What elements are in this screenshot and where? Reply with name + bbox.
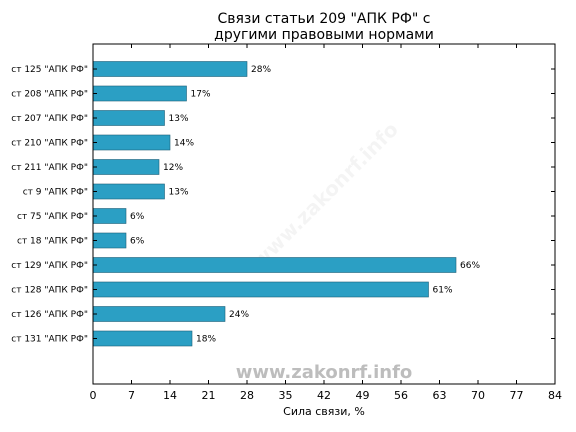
y-axis: ст 125 "АПК РФ" ст 208 "АПК РФ" ст 207 "АП… — [11, 65, 555, 345]
category-label: ст 211 "АПК РФ" — [11, 163, 88, 173]
bar-value-label: 6% — [130, 237, 145, 247]
bar — [92, 257, 457, 273]
faint-watermark-text: www.zakonrf.info — [247, 117, 403, 273]
watermark-text: www.zakonrf.info — [236, 362, 413, 383]
bar — [92, 330, 193, 347]
bar-value-label: 12% — [163, 163, 183, 173]
category-label: ст 207 "АПК РФ" — [11, 114, 88, 124]
bar-value-label: 66% — [460, 261, 480, 271]
category-label: ст 75 "АПК РФ" — [17, 212, 88, 222]
bar-value-label: 14% — [174, 139, 194, 149]
x-tick-label: 70 — [471, 389, 485, 402]
bar-value-label: 13% — [169, 188, 189, 198]
bar — [92, 159, 160, 175]
bar — [92, 134, 171, 151]
category-label: ст 128 "АПК РФ" — [11, 286, 88, 296]
bar — [92, 281, 429, 298]
bar-value-label: 61% — [433, 286, 453, 296]
bar — [92, 208, 127, 224]
bar — [92, 232, 127, 249]
bars-group: 28% 17% 13% 14% 12% 13% 6% 6% 66% 61% 24% 18% — [92, 61, 480, 347]
x-tick-label: 63 — [433, 389, 447, 402]
x-tick-label: 0 — [90, 389, 97, 402]
bar — [92, 306, 226, 322]
category-label: ст 210 "АПК РФ" — [11, 139, 88, 149]
category-label: ст 131 "АПК РФ" — [11, 335, 88, 345]
x-axis: 0 7 14 21 28 35 42 49 56 63 70 77 84 — [90, 44, 562, 402]
category-label: ст 18 "АПК РФ" — [17, 237, 88, 247]
chart-title-line-1: Связи статьи 209 "АПК РФ" с — [217, 11, 430, 27]
bar-value-label: 13% — [169, 114, 189, 124]
category-label: ст 125 "АПК РФ" — [11, 65, 88, 75]
category-label: ст 9 "АПК РФ" — [23, 188, 88, 198]
bar-value-label: 6% — [130, 212, 145, 222]
x-tick-label: 56 — [394, 389, 408, 402]
category-label: ст 208 "АПК РФ" — [11, 90, 88, 100]
bar-value-label: 17% — [191, 90, 211, 100]
x-axis-label: Сила связи, % — [283, 405, 365, 418]
x-tick-label: 35 — [279, 389, 293, 402]
category-label: ст 129 "АПК РФ" — [11, 261, 88, 271]
x-tick-label: 28 — [240, 389, 254, 402]
bar — [92, 110, 165, 126]
chart-title-line-2: другими правовыми нормами — [214, 27, 434, 43]
faint-watermark: www.zakonrf.info — [247, 117, 403, 273]
category-label: ст 126 "АПК РФ" — [11, 310, 88, 320]
bar-value-label: 28% — [251, 65, 271, 75]
x-tick-label: 84 — [548, 389, 562, 402]
bar — [92, 61, 248, 77]
x-tick-label: 14 — [163, 389, 177, 402]
bar — [92, 85, 187, 102]
bar — [92, 183, 165, 200]
bar-value-label: 18% — [196, 335, 216, 345]
x-tick-label: 49 — [356, 389, 370, 402]
x-tick-label: 77 — [510, 389, 524, 402]
x-tick-label: 42 — [317, 389, 331, 402]
x-tick-label: 7 — [128, 389, 135, 402]
bar-value-label: 24% — [229, 310, 249, 320]
x-tick-label: 21 — [202, 389, 216, 402]
